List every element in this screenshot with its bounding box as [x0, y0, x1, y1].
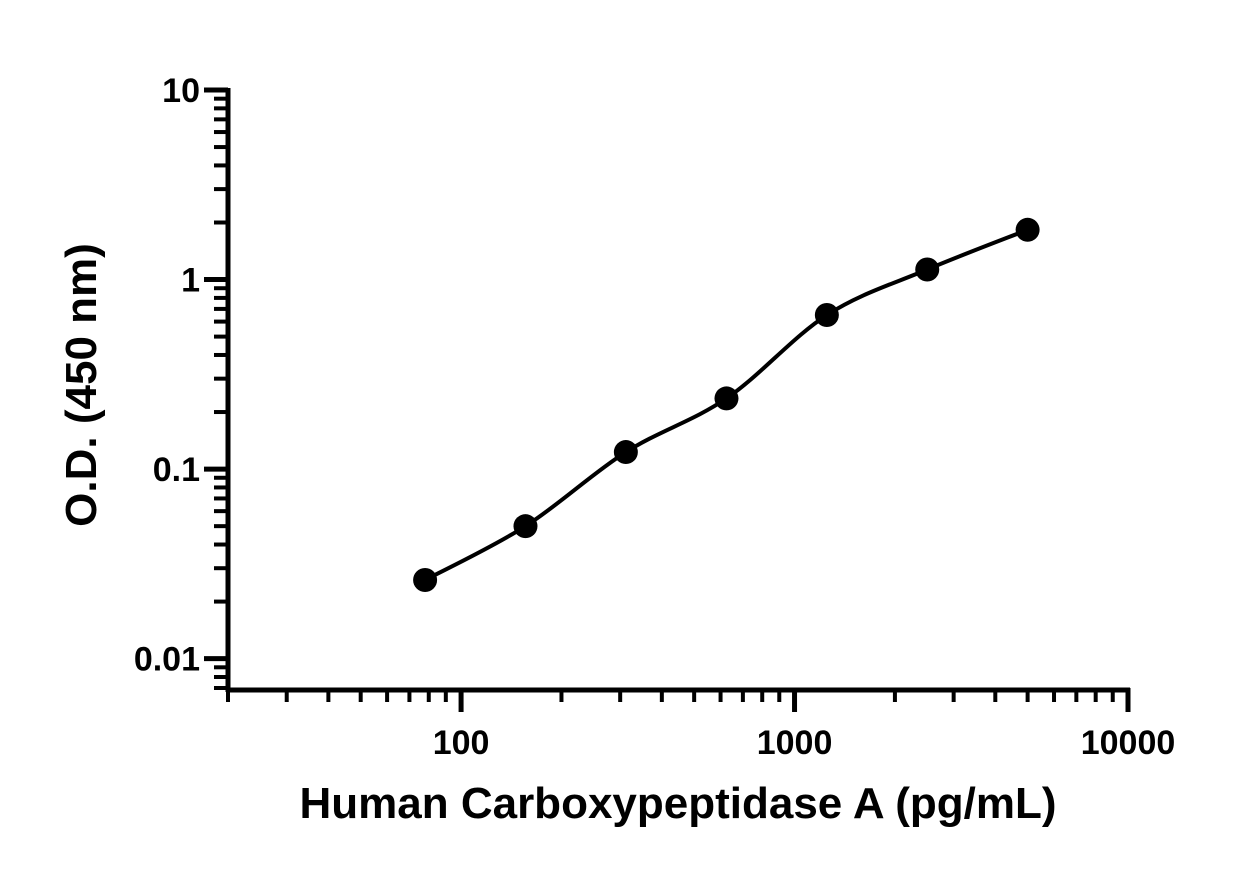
y-tick-label: 10 [162, 72, 200, 110]
y-tick-labels: 0.01 0.1 1 10 [134, 72, 200, 679]
y-axis-title: O.D. (450 nm) [57, 243, 106, 527]
data-point [915, 257, 940, 282]
data-point [714, 386, 739, 411]
axis-ticks [204, 87, 1131, 712]
x-tick-labels: 100 1000 10000 [433, 724, 1176, 762]
x-axis-title: Human Carboxypeptidase A (pg/mL) [299, 779, 1056, 828]
x-tick-label: 1000 [757, 724, 833, 762]
data-point [613, 440, 638, 465]
y-tick-label: 1 [181, 262, 200, 300]
y-tick-label: 0.01 [134, 641, 200, 679]
y-tick-label: 0.1 [153, 451, 200, 489]
data-points [413, 217, 1040, 592]
data-point [513, 514, 538, 539]
x-tick-label: 100 [433, 724, 490, 762]
data-point [413, 567, 438, 592]
x-tick-label: 10000 [1081, 724, 1176, 762]
data-point [814, 303, 839, 328]
data-point [1015, 217, 1040, 242]
